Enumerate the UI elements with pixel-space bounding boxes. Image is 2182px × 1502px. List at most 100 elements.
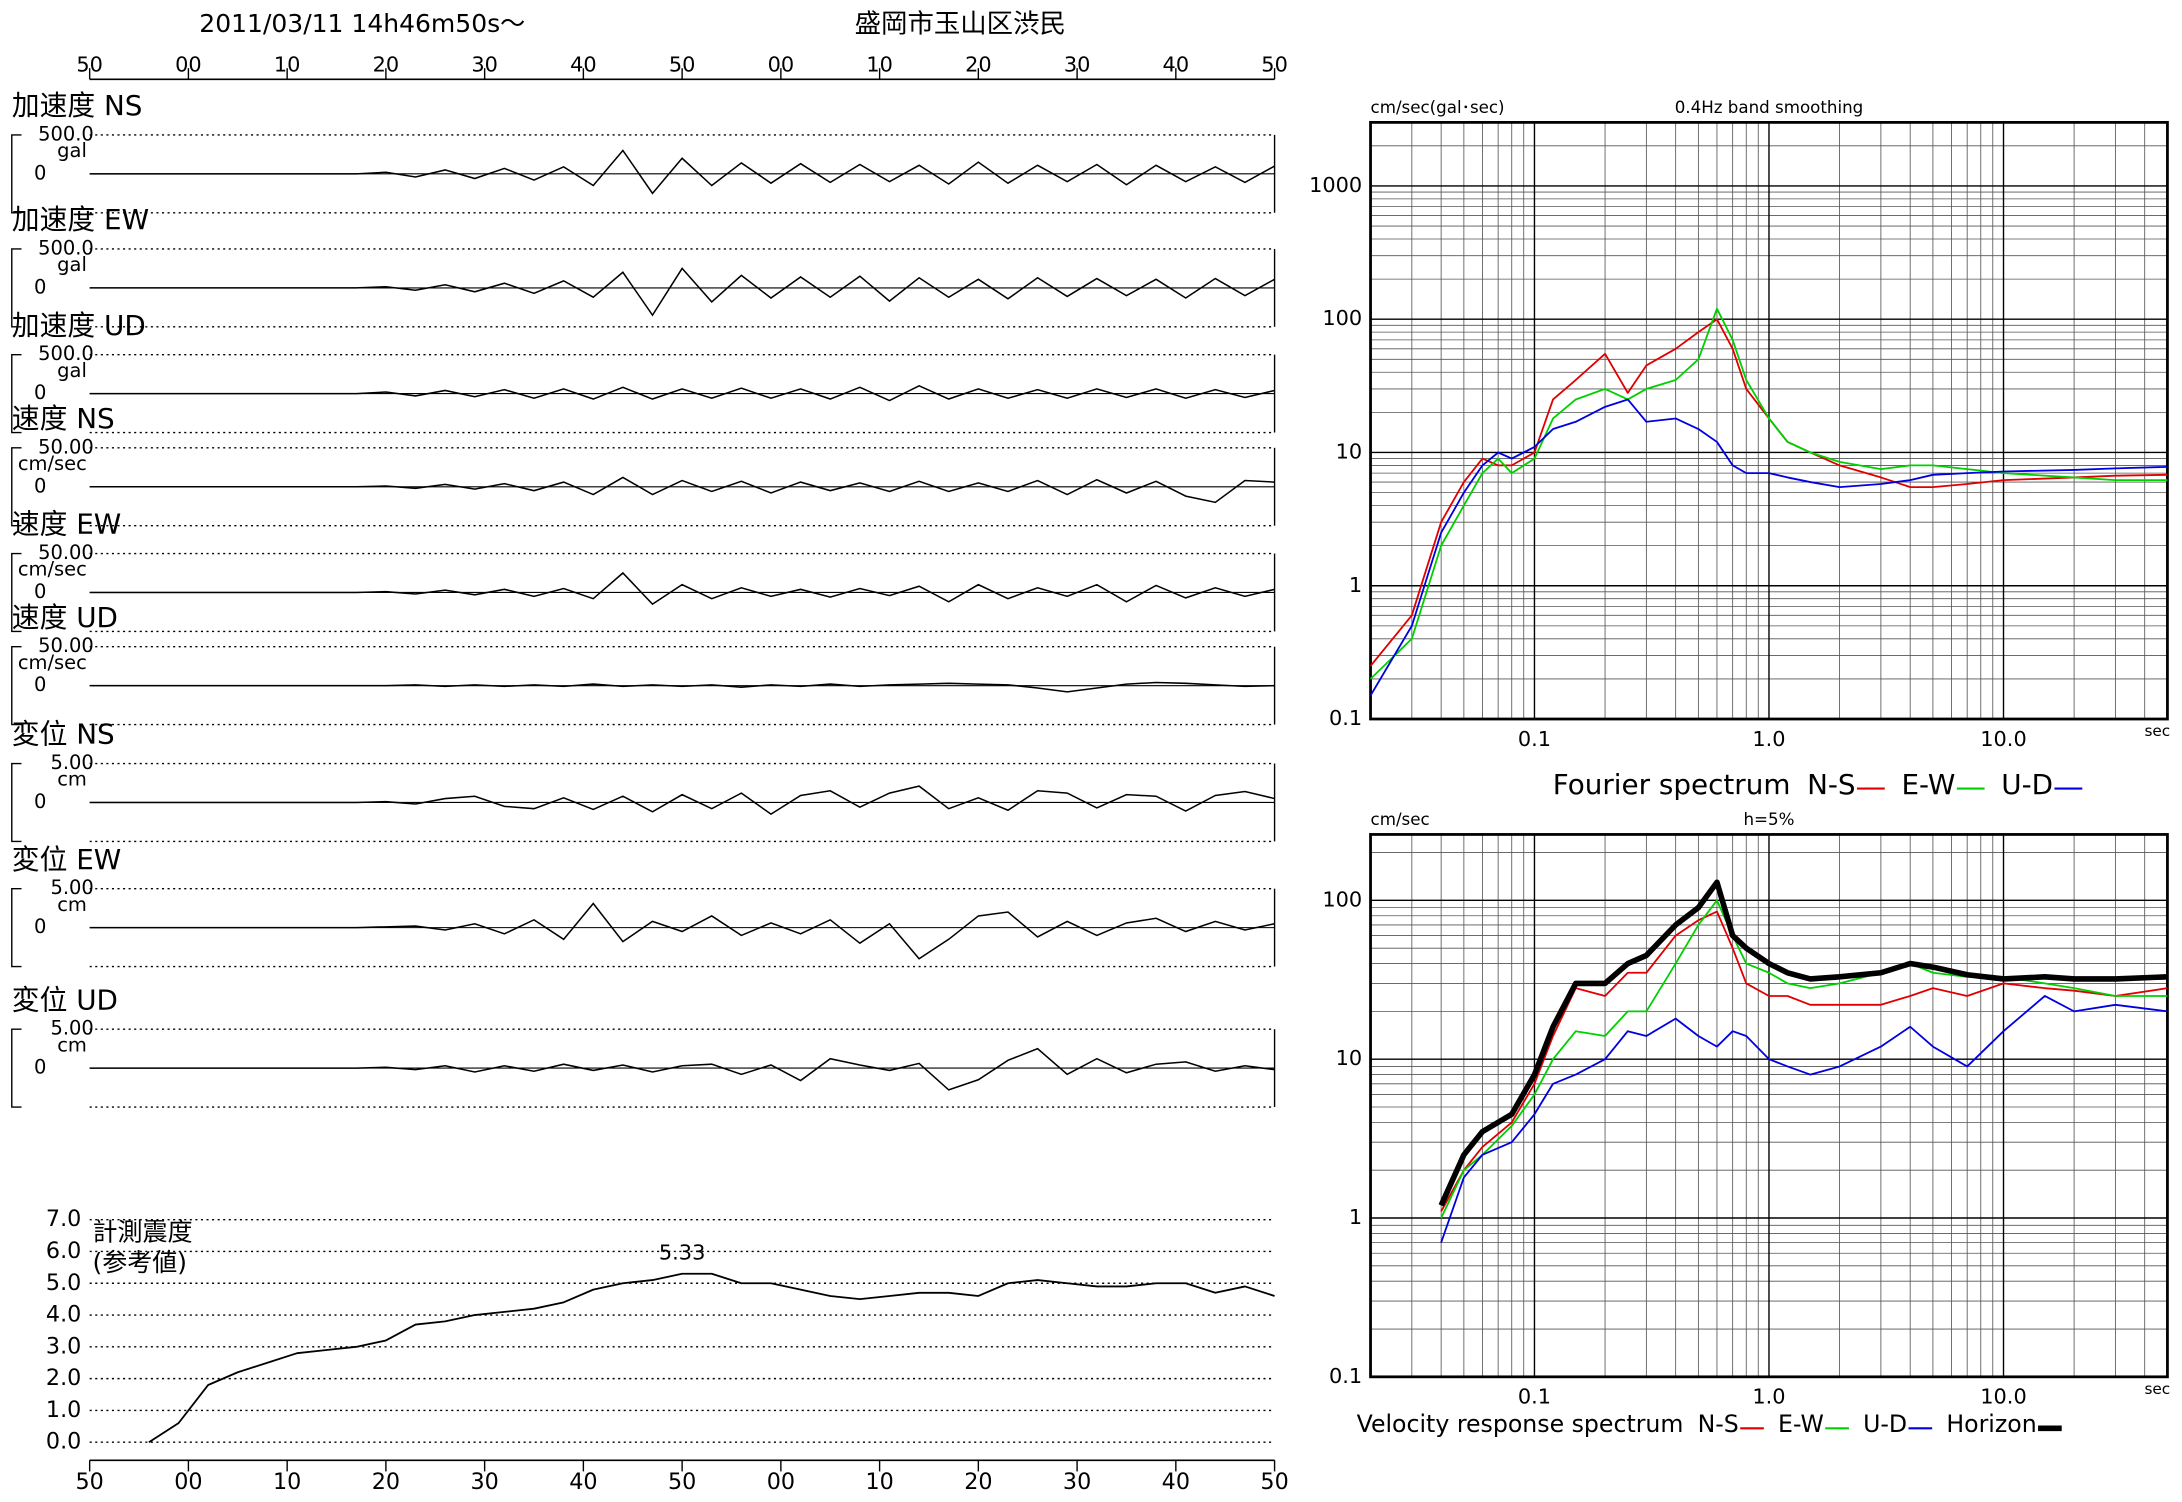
series-line	[1440, 995, 2168, 1243]
x-tick-label: 30	[470, 1469, 498, 1495]
x-tick-label: 0.1	[1518, 727, 1551, 751]
chart-title: h=5%	[1743, 810, 1794, 829]
series-line	[1369, 307, 2168, 680]
y-tick-label: 10	[1336, 439, 1363, 463]
y-tick-label: 0	[34, 161, 46, 184]
x-tick-label: 0.1	[1518, 1385, 1551, 1409]
x-tick-label: 20	[964, 1469, 992, 1495]
station-name: 盛岡市玉山区渋民	[855, 9, 1066, 40]
x-tick-label: 50	[76, 52, 103, 76]
y-tick-label: 10	[1336, 1046, 1363, 1070]
y-tick-label: 5.00	[50, 1017, 93, 1040]
plot-frame	[1369, 120, 2169, 721]
x-tick-label: 30	[1064, 52, 1091, 76]
trace-label: 加速度 NS	[12, 89, 143, 122]
x-tick-label: 00	[768, 52, 795, 76]
y-tick-label: 500.0	[38, 342, 94, 365]
y-tick-label: 0	[34, 1056, 46, 1079]
y-tick-label: 4.0	[46, 1302, 81, 1328]
trace	[89, 571, 1275, 606]
legend-label: E-W	[1778, 1410, 1824, 1438]
trace-label: 加速度 EW	[12, 203, 149, 236]
unit-label: gal	[57, 253, 87, 276]
series-line	[148, 1272, 1275, 1443]
trace-label: 変位 NS	[12, 718, 115, 751]
y-tick-label: 50.00	[38, 435, 94, 458]
y-tick-label: 0	[34, 381, 46, 404]
y-tick-label: 0	[34, 790, 46, 813]
trace	[89, 476, 1275, 504]
x-tick-label: 30	[471, 52, 498, 76]
legend-label: Horizon	[1946, 1410, 2036, 1438]
x-tick-label: 50	[76, 1469, 104, 1495]
legend-label: N-S	[1807, 768, 1855, 801]
trace-label: 変位 UD	[12, 983, 118, 1016]
annotation: 5.33	[659, 1240, 705, 1264]
x-tick-label: 10	[865, 1469, 893, 1495]
y-tick-label: 1	[1349, 573, 1362, 597]
trace	[89, 267, 1275, 317]
y-tick-label: 100	[1322, 887, 1362, 911]
y-tick-label: 500.0	[38, 236, 94, 259]
series-line	[1440, 910, 2168, 1212]
series-line	[1438, 879, 2168, 1207]
x-tick-label: 50	[668, 1469, 696, 1495]
y-axis-label: cm/sec(gal･sec)	[1371, 98, 1505, 117]
y-tick-label: 2.0	[46, 1365, 81, 1391]
x-tick-label: 00	[174, 1469, 202, 1495]
legend-title: Fourier spectrum	[1553, 768, 1791, 801]
y-tick-label: 0.0	[46, 1429, 81, 1455]
x-tick-label: 20	[372, 1469, 400, 1495]
x-tick-label: 20	[373, 52, 400, 76]
y-tick-label: 0.1	[1329, 706, 1362, 730]
trace-label: 速度 UD	[12, 601, 118, 634]
trace	[89, 902, 1275, 960]
y-tick-label: 3.0	[46, 1333, 81, 1359]
x-tick-label: 40	[1163, 52, 1190, 76]
x-tick-label: 10	[273, 1469, 301, 1495]
x-tick-label: 1.0	[1752, 727, 1785, 751]
bracket	[11, 887, 22, 968]
legend-label: U-D	[2001, 768, 2053, 801]
y-tick-label: 6.0	[46, 1238, 81, 1264]
trace	[89, 681, 1275, 693]
x-tick-label: 40	[1162, 1469, 1190, 1495]
x-tick-label: 10	[274, 52, 301, 76]
y-axis-label: cm/sec	[1371, 810, 1430, 829]
y-tick-label: 5.0	[46, 1270, 81, 1296]
y-tick-label: 0	[34, 915, 46, 938]
series-line	[1369, 398, 2168, 697]
bracket	[11, 248, 22, 328]
plot-frame	[1369, 833, 2169, 1379]
bracket	[11, 645, 22, 726]
x-tick-label: 10	[866, 52, 893, 76]
unit-label: cm	[57, 893, 87, 916]
legend-title: Velocity response spectrum	[1357, 1410, 1684, 1438]
chart-subtitle: (参考値)	[92, 1248, 187, 1277]
x-tick-label: 40	[569, 1469, 597, 1495]
x-axis-label: sec	[2144, 722, 2170, 740]
y-tick-label: 0	[34, 673, 46, 696]
bracket	[11, 552, 22, 633]
x-tick-label: 1.0	[1752, 1385, 1785, 1409]
y-tick-label: 0	[34, 275, 46, 298]
trace-label: 速度 NS	[12, 402, 115, 435]
trace-label: 加速度 UD	[12, 309, 146, 342]
bracket	[11, 1028, 22, 1108]
x-tick-label: 20	[965, 52, 992, 76]
unit-label: cm/sec	[18, 558, 87, 581]
bracket	[11, 762, 22, 843]
y-tick-label: 1	[1349, 1205, 1362, 1229]
trace	[89, 384, 1275, 402]
y-tick-label: 50.00	[38, 541, 94, 564]
unit-label: cm	[57, 768, 87, 791]
unit-label: cm/sec	[18, 651, 87, 674]
chart-title: 0.4Hz band smoothing	[1675, 98, 1864, 117]
trace-label: 変位 EW	[12, 843, 121, 876]
legend-label: U-D	[1863, 1410, 1907, 1438]
x-tick-label: 00	[767, 1469, 795, 1495]
y-tick-label: 50.00	[38, 634, 94, 657]
legend-label: N-S	[1698, 1410, 1739, 1438]
y-tick-label: 0	[34, 580, 46, 603]
